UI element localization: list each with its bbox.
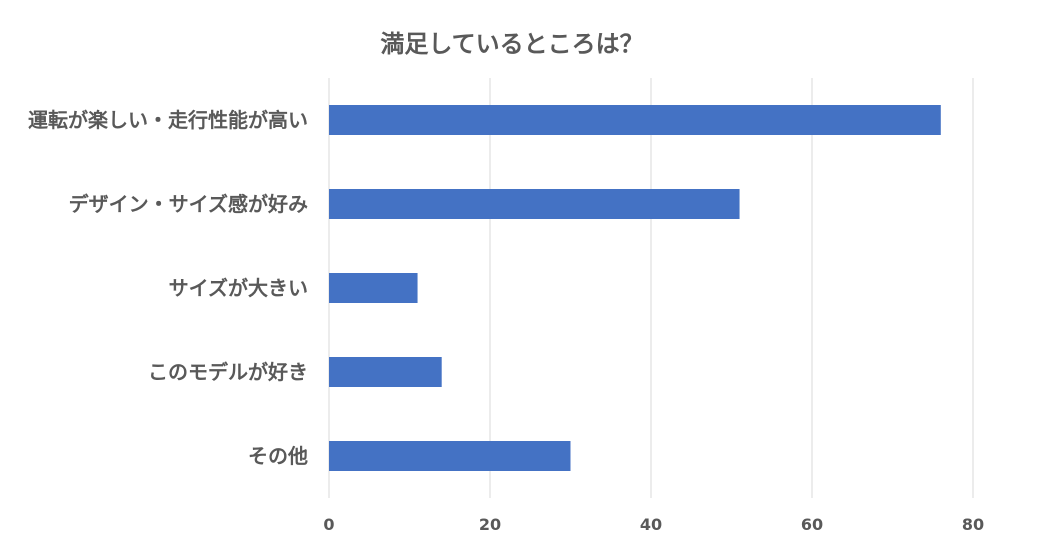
x-tick-label: 60	[801, 515, 823, 534]
x-tick-label: 40	[640, 515, 662, 534]
gridlines	[328, 78, 974, 498]
x-tick-label: 0	[323, 515, 334, 534]
chart-title: 満足しているところは？	[380, 30, 643, 58]
x-tick-label: 80	[962, 515, 984, 534]
bar	[329, 105, 941, 135]
category-label: このモデルが好き	[148, 360, 308, 384]
category-label: 運転が楽しい・走行性能が高い	[28, 108, 308, 132]
bar	[329, 273, 418, 303]
bar	[329, 357, 442, 387]
bar	[329, 189, 740, 219]
x-tick-labels: 0 20 40 60 80	[323, 515, 984, 534]
category-label: デザイン・サイズ感が好み	[69, 192, 308, 216]
bars	[329, 105, 941, 471]
category-labels: 運転が楽しい・走行性能が高いデザイン・サイズ感が好みサイズが大きいこのモデルが好…	[28, 108, 308, 468]
category-label: サイズが大きい	[169, 276, 308, 300]
x-tick-label: 20	[479, 515, 501, 534]
bar	[329, 441, 571, 471]
category-label: その他	[248, 444, 308, 468]
